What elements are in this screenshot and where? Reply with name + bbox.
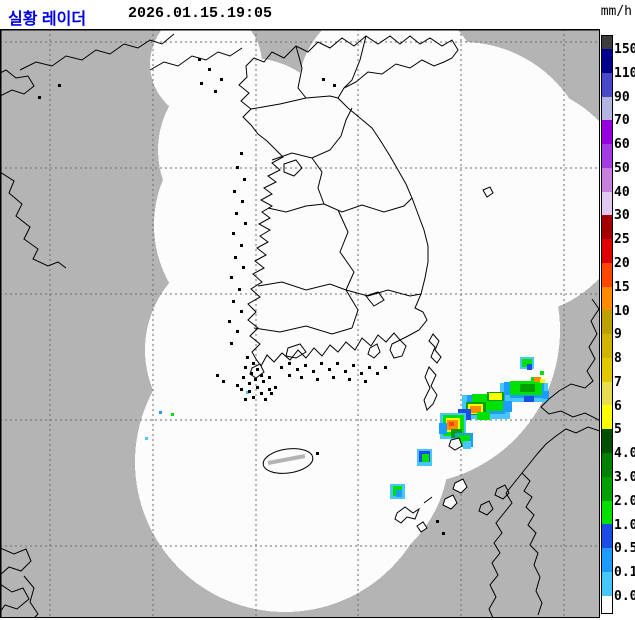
korea-coastline — [238, 35, 459, 367]
color-bar-tick-label: 8 — [614, 351, 622, 367]
color-bar-tick-label: 15 — [614, 279, 630, 295]
color-bar-tick-label: 25 — [614, 232, 630, 248]
color-bar-segment — [602, 36, 612, 49]
color-bar-segment — [602, 453, 612, 477]
color-bar-tick-label: 20 — [614, 256, 630, 272]
header-bar: 실황 레이더 2026.01.15.19:05 mm/h — [0, 0, 635, 29]
color-bar-segment — [602, 262, 612, 287]
coastlines — [0, 33, 600, 618]
island-specks — [38, 58, 445, 535]
radar-coverage-area — [135, 29, 600, 612]
color-bar-segment — [602, 571, 612, 596]
color-bar-segment — [602, 381, 612, 406]
color-bar-tick-label: 3.0 — [614, 470, 635, 486]
color-bar-tick-label: 1.0 — [614, 517, 635, 533]
color-bar-segment — [602, 72, 612, 97]
legend-unit-label: mm/h — [600, 4, 632, 19]
color-bar-segment — [602, 429, 612, 454]
color-bar-segment — [602, 286, 612, 311]
color-bar-tick-label: 70 — [614, 113, 630, 129]
color-bar-tick-label: 150 — [614, 42, 635, 57]
color-bar-segment — [602, 405, 612, 430]
color-bar-tick-label: 6 — [614, 398, 622, 414]
precipitation-echoes — [145, 357, 549, 499]
color-bar-tick-label: 4.0 — [614, 446, 635, 462]
radar-map — [0, 29, 600, 618]
color-bar-segment — [602, 334, 612, 358]
jeju-island — [262, 448, 314, 474]
graticule-grid — [0, 29, 600, 618]
color-bar-segment — [602, 49, 612, 73]
color-bar-tick-label: 9 — [614, 327, 622, 343]
color-bar-segment — [602, 357, 612, 382]
color-bar-segment — [602, 500, 612, 525]
color-bar-tick-label: 2.0 — [614, 493, 635, 509]
color-bar-tick-label: 7 — [614, 374, 622, 390]
province-borders — [250, 35, 422, 359]
page-title: 실황 레이더 — [8, 11, 87, 28]
color-bar-tick-label: 0.5 — [614, 541, 635, 557]
color-bar-tick-label: 50 — [614, 160, 630, 176]
color-bar-segment — [602, 191, 612, 216]
color-bar-segment — [602, 548, 612, 572]
japan-coastline — [423, 298, 600, 618]
color-bar-tick-label: 0.1 — [614, 565, 635, 581]
color-bar-tick-label: 110 — [614, 65, 635, 81]
color-bar-tick-label: 5 — [614, 422, 622, 438]
rainfall-color-scale: 150 110 90 70 60 50 40 30 25 20 15 10 9 8 7 6 5 4.0 3.0 2.0… — [600, 29, 635, 620]
color-bar-segment — [602, 595, 612, 613]
color-bar-segment — [602, 120, 612, 145]
color-bar-segment — [602, 167, 612, 192]
map-border — [0, 29, 600, 618]
color-bar-segment — [602, 310, 612, 335]
color-bar-segment — [602, 144, 612, 168]
color-bar-segment — [602, 476, 612, 501]
color-bar-segment — [602, 215, 612, 240]
color-bar-tick-label: 90 — [614, 89, 630, 105]
color-bar-tick-label: 40 — [614, 184, 630, 200]
color-bar-tick-label: 10 — [614, 303, 630, 319]
color-bar-tick-label: 30 — [614, 208, 630, 224]
color-bar — [601, 35, 613, 614]
color-bar-segment — [602, 96, 612, 121]
observation-timestamp: 2026.01.15.19:05 — [128, 5, 273, 22]
color-bar-segment — [602, 239, 612, 263]
color-bar-tick-label: 0.0 — [614, 588, 635, 604]
color-bar-segment — [602, 524, 612, 549]
color-bar-tick-label: 60 — [614, 137, 630, 153]
